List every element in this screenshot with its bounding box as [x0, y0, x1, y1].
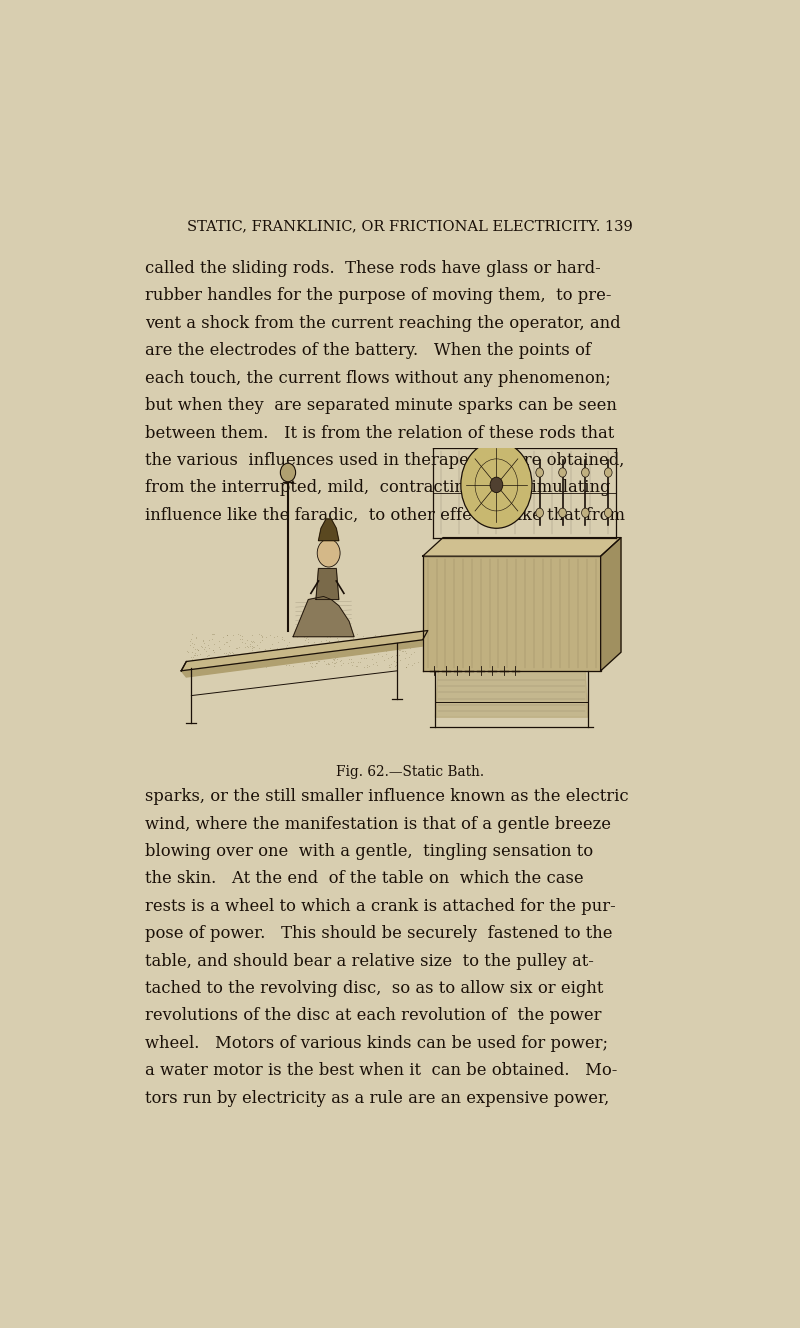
- Text: tors run by electricity as a rule are an expensive power,: tors run by electricity as a rule are an…: [145, 1090, 609, 1106]
- Text: between them.   It is from the relation of these rods that: between them. It is from the relation of…: [145, 425, 614, 441]
- Text: tached to the revolving disc,  so as to allow six or eight: tached to the revolving disc, so as to a…: [145, 980, 603, 997]
- Text: rests is a wheel to which a crank is attached for the pur-: rests is a wheel to which a crank is att…: [145, 898, 615, 915]
- Text: a water motor is the best when it  can be obtained.   Mo-: a water motor is the best when it can be…: [145, 1062, 617, 1080]
- Text: influence like the faradic,  to other effects,  like that from: influence like the faradic, to other eff…: [145, 507, 625, 523]
- Text: the various  influences used in therapeutics are obtained,: the various influences used in therapeut…: [145, 452, 624, 469]
- Text: from the interrupted, mild,  contracting and stimulating: from the interrupted, mild, contracting …: [145, 479, 610, 497]
- Text: blowing over one  with a gentle,  tingling sensation to: blowing over one with a gentle, tingling…: [145, 843, 593, 861]
- Text: the skin.   At the end  of the table on  which the case: the skin. At the end of the table on whi…: [145, 870, 583, 887]
- Text: Fig. 62.—Static Bath.: Fig. 62.—Static Bath.: [336, 765, 484, 778]
- Text: rubber handles for the purpose of moving them,  to pre-: rubber handles for the purpose of moving…: [145, 287, 611, 304]
- Text: wheel.   Motors of various kinds can be used for power;: wheel. Motors of various kinds can be us…: [145, 1035, 608, 1052]
- Text: are the electrodes of the battery.   When the points of: are the electrodes of the battery. When …: [145, 343, 590, 360]
- Text: each touch, the current flows without any phenomenon;: each touch, the current flows without an…: [145, 369, 610, 386]
- Text: wind, where the manifestation is that of a gentle breeze: wind, where the manifestation is that of…: [145, 815, 610, 833]
- Text: revolutions of the disc at each revolution of  the power: revolutions of the disc at each revoluti…: [145, 1008, 601, 1024]
- Text: STATIC, FRANKLINIC, OR FRICTIONAL ELECTRICITY. 139: STATIC, FRANKLINIC, OR FRICTIONAL ELECTR…: [187, 219, 633, 234]
- Text: but when they  are separated minute sparks can be seen: but when they are separated minute spark…: [145, 397, 617, 414]
- Text: called the sliding rods.  These rods have glass or hard-: called the sliding rods. These rods have…: [145, 260, 600, 278]
- Text: vent a shock from the current reaching the operator, and: vent a shock from the current reaching t…: [145, 315, 620, 332]
- Text: sparks, or the still smaller influence known as the electric: sparks, or the still smaller influence k…: [145, 789, 628, 805]
- Text: pose of power.   This should be securely  fastened to the: pose of power. This should be securely f…: [145, 926, 612, 943]
- Text: table, and should bear a relative size  to the pulley at-: table, and should bear a relative size t…: [145, 952, 594, 969]
